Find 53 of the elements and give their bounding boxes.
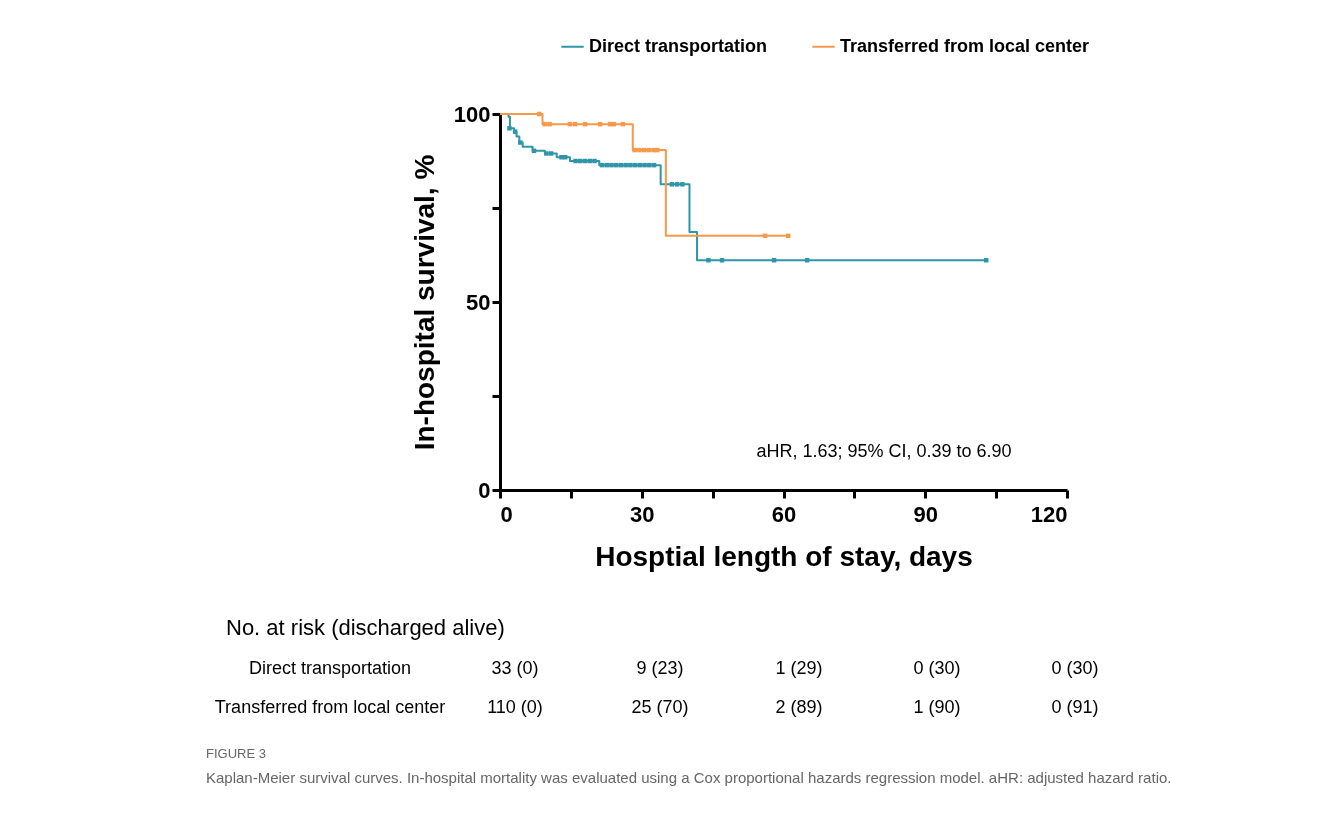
point: [642, 162, 647, 168]
point: [518, 140, 523, 145]
point: [507, 126, 512, 131]
text: Transferred from local center: [214, 697, 446, 717]
legend-label: Transferred from local center: [840, 35, 1090, 56]
point: [706, 258, 711, 263]
point: [512, 129, 518, 134]
point: [547, 121, 552, 127]
point: [578, 158, 583, 164]
text: 0 (30): [913, 658, 961, 678]
text: 2 (89): [775, 697, 823, 717]
point: [674, 182, 680, 187]
text: 0 (30): [1051, 658, 1099, 678]
text: 25 (70): [631, 697, 689, 717]
text: No. at risk (discharged alive): [226, 615, 505, 640]
text: 1 (29): [775, 658, 823, 678]
point: [669, 182, 675, 187]
legend-label: Direct transportation: [589, 35, 768, 56]
x-tick-label: 30: [630, 501, 655, 527]
point: [544, 151, 549, 156]
point: [719, 258, 725, 263]
point: [548, 151, 554, 156]
y-tick-label: 50: [466, 289, 491, 315]
text: 33 (0): [491, 658, 539, 678]
point: [637, 147, 642, 153]
point: [628, 162, 633, 168]
point: [573, 158, 578, 164]
x-tick-label: 120: [1030, 501, 1068, 527]
x-axis-title: Hosptial length of stay, days: [595, 540, 973, 572]
text: 1 (90): [913, 697, 961, 717]
point: [632, 147, 637, 153]
x-tick-label: 60: [771, 501, 797, 527]
point: [804, 258, 810, 263]
text: 9 (23): [636, 658, 684, 678]
point: [983, 258, 989, 263]
point: [647, 162, 652, 168]
text: Direct transportation: [248, 658, 412, 678]
x-tick-label: 90: [913, 501, 938, 527]
point: [623, 162, 628, 168]
x-tick-label: 0: [500, 501, 513, 527]
point: [680, 182, 685, 187]
caption: FIGURE 3: [206, 746, 266, 761]
annotation: aHR, 1.63; 95% CI, 0.39 to 6.90: [756, 441, 1012, 461]
point: [771, 258, 777, 263]
y-tick-label: 0: [478, 477, 491, 503]
y-axis-title: In-hospital survival, %: [408, 154, 440, 451]
text: 0 (91): [1051, 697, 1099, 717]
point: [655, 147, 660, 153]
y-tick-label: 100: [453, 101, 491, 127]
text: Kaplan-Meier survival curves. In-hospital mortality was evaluated using a Cox proportional hazards regression model. aHR: adjusted hazard ratio.: [206, 769, 1172, 786]
point: [609, 162, 614, 168]
point: [592, 158, 597, 164]
text: 110 (0): [487, 697, 543, 717]
